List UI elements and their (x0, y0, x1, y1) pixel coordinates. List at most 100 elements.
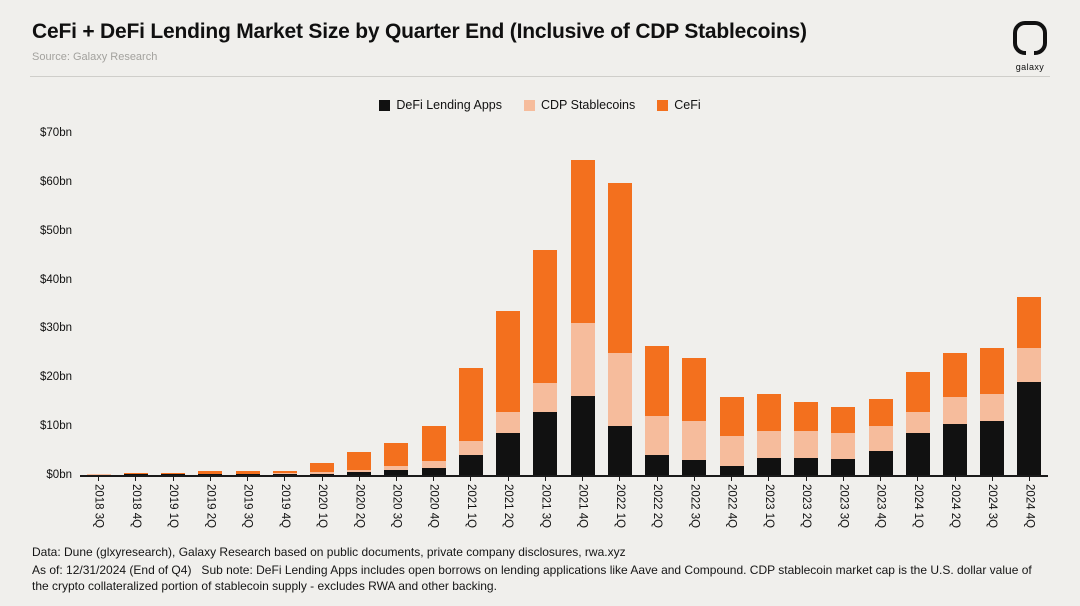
x-tick-mark (284, 477, 286, 481)
x-tick-label: 2023 4Q (874, 484, 887, 529)
y-tick-label: $60bn (40, 175, 72, 188)
y-tick-label: $40bn (40, 273, 72, 286)
x-tick-label: 2020 3Q (390, 484, 403, 529)
plot-area (80, 133, 1048, 475)
x-tick-mark (582, 477, 584, 481)
x-axis-slot: 2022 1Q (601, 477, 638, 528)
bar-segment-DeFi-Lending-Apps (943, 423, 967, 475)
bar-segment-CDP-Stablecoins (607, 352, 632, 427)
x-axis-slot: 2018 4Q (117, 477, 154, 528)
stacked-bar-2019-1Q (161, 133, 186, 475)
bar-segment-DeFi-Lending-Apps (161, 474, 186, 475)
x-tick-mark (731, 477, 733, 481)
stacked-bar-2024-3Q (980, 133, 1005, 475)
x-axis-slot: 2024 4Q (1011, 477, 1048, 528)
x-tick-mark (98, 477, 100, 481)
legend-label: CDP Stablecoins (540, 98, 636, 112)
x-axis-slot: 2019 4Q (266, 477, 303, 528)
x-tick-label: 2022 3Q (688, 484, 701, 529)
x-tick-mark (470, 477, 472, 481)
legend-item: CDP Stablecoins (523, 98, 636, 112)
bar-slot (825, 133, 862, 475)
x-tick-label: 2022 2Q (651, 484, 664, 529)
bar-segment-DeFi-Lending-Apps (682, 460, 707, 475)
stacked-bar-2020-3Q (384, 133, 409, 475)
source-label: Source: Galaxy Research (32, 51, 158, 63)
bar-segment-DeFi-Lending-Apps (905, 433, 930, 475)
x-axis-slot: 2022 3Q (676, 477, 713, 528)
stacked-bar-2020-1Q (310, 133, 335, 475)
legend-item: CeFi (657, 98, 701, 112)
x-tick-label: 2024 1Q (911, 484, 924, 529)
bar-segment-CDP-Stablecoins (570, 322, 595, 396)
page-title: CeFi + DeFi Lending Market Size by Quart… (32, 20, 807, 43)
bar-segment-CeFi (570, 159, 595, 323)
x-tick-mark (842, 477, 844, 481)
bar-segment-CDP-Stablecoins (496, 411, 521, 434)
x-tick-mark (172, 477, 174, 481)
bar-slot (303, 133, 340, 475)
bar-segment-DeFi-Lending-Apps (458, 455, 483, 475)
x-axis-slot: 2021 4Q (564, 477, 601, 528)
legend: DeFi Lending Apps CDP Stablecoins CeFi (30, 98, 1050, 112)
stacked-bar-2021-1Q (458, 133, 483, 475)
bar-segment-CeFi (347, 451, 372, 470)
x-tick-mark (991, 477, 993, 481)
bar-segment-DeFi-Lending-Apps (310, 473, 335, 475)
x-axis-slot: 2020 4Q (415, 477, 452, 528)
bar-segment-DeFi-Lending-Apps (868, 450, 893, 475)
bar-slot (229, 133, 266, 475)
legend-label: CeFi (674, 98, 701, 112)
x-tick-mark (209, 477, 211, 481)
bar-slot (787, 133, 824, 475)
bar-segment-DeFi-Lending-Apps (384, 470, 409, 475)
bar-segment-CDP-Stablecoins (682, 421, 707, 461)
bar-segment-CDP-Stablecoins (756, 431, 781, 458)
x-axis-slot: 2022 4Q (713, 477, 750, 528)
bar-segment-DeFi-Lending-Apps (533, 412, 558, 475)
x-tick-mark (395, 477, 397, 481)
bar-slot (80, 133, 117, 475)
x-axis-slot: 2023 3Q (825, 477, 862, 528)
bar-slot (713, 133, 750, 475)
bar-slot (974, 133, 1011, 475)
x-tick-label: 2021 2Q (502, 484, 515, 529)
bar-slot (192, 133, 229, 475)
x-tick-mark (358, 477, 360, 481)
x-tick-label: 2019 2Q (204, 484, 217, 529)
bar-segment-CeFi (682, 357, 707, 422)
x-tick-label: 2022 4Q (725, 484, 738, 529)
footer: Data: Dune (glxyresearch), Galaxy Resear… (32, 545, 1050, 594)
stacked-bar-2023-2Q (794, 133, 819, 475)
bar-slot (266, 133, 303, 475)
bar-segment-CDP-Stablecoins (347, 469, 372, 473)
header-text: CeFi + DeFi Lending Market Size by Quart… (32, 20, 807, 63)
stacked-bar-2021-2Q (496, 133, 521, 475)
x-tick-mark (433, 477, 435, 481)
bar-segment-CeFi (533, 250, 558, 384)
x-axis-slot: 2019 3Q (229, 477, 266, 528)
x-axis-slot: 2019 1Q (154, 477, 191, 528)
x-tick-label: 2020 4Q (427, 484, 440, 529)
bar-segment-DeFi-Lending-Apps (421, 467, 446, 475)
bar-segment-CDP-Stablecoins (831, 433, 856, 460)
bar-segment-CeFi (86, 473, 111, 475)
bar-slot (750, 133, 787, 475)
x-axis-slot: 2024 3Q (974, 477, 1011, 528)
x-tick-label: 2021 1Q (464, 484, 477, 529)
x-tick-mark (693, 477, 695, 481)
bar-segment-DeFi-Lending-Apps (980, 421, 1005, 475)
y-tick-label: $70bn (40, 127, 72, 139)
x-tick-mark (917, 477, 919, 481)
footer-note: As of: 12/31/2024 (End of Q4) Sub note: … (32, 563, 1036, 593)
x-tick-mark (768, 477, 770, 481)
x-tick-label: 2023 3Q (837, 484, 850, 529)
bar-segment-CDP-Stablecoins (645, 416, 670, 456)
stacked-bar-2022-1Q (607, 133, 632, 475)
bar-segment-CeFi (831, 406, 856, 434)
bar-segment-CeFi (756, 394, 781, 432)
bar-segment-DeFi-Lending-Apps (235, 474, 260, 475)
header: CeFi + DeFi Lending Market Size by Quart… (32, 20, 1052, 72)
bar-segment-CeFi (980, 348, 1005, 395)
bar-segment-CDP-Stablecoins (943, 396, 967, 424)
